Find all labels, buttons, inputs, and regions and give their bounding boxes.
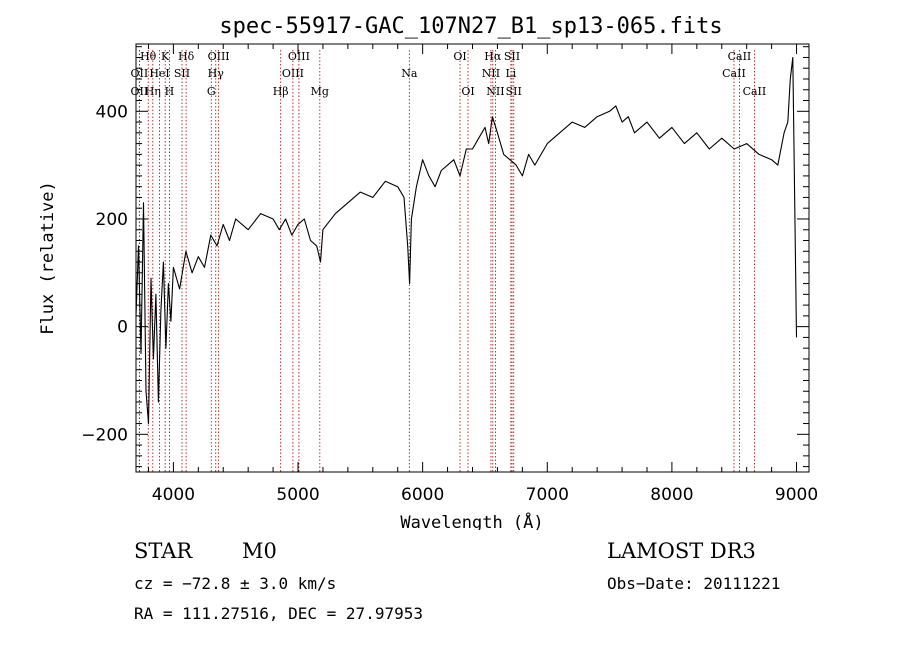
emission-line-label: SII: [504, 50, 520, 63]
emission-line-label: Hη: [145, 85, 161, 98]
coordinates: RA = 111.27516, DEC = 27.97953: [134, 604, 423, 623]
y-tick-label: 0: [117, 318, 128, 338]
y-tick-label: 400: [96, 102, 128, 122]
y-tick-label: −200: [81, 425, 128, 445]
emission-line-label: Hα: [484, 50, 502, 63]
y-axis-label: Flux (relative): [38, 181, 58, 335]
spectrum-series-line: [135, 56, 798, 425]
emission-line-label: Na: [401, 67, 418, 80]
plot-frame: [135, 43, 810, 473]
emission-line-label: OII: [131, 67, 149, 80]
emission-line-labels: Hθ OII OII K HeI Hη Hδ SII H OIII Hγ G OIII OIII Hβ Mg N…: [131, 50, 767, 98]
emission-line-label: OIII: [288, 50, 310, 63]
emission-line-label: Li: [505, 67, 516, 80]
emission-line-label: NII: [482, 67, 500, 80]
emission-line-label: OIII: [208, 50, 230, 63]
emission-line-label: OI: [461, 85, 474, 98]
emission-line-label: CaII: [728, 50, 752, 63]
emission-line-label: SII: [506, 85, 522, 98]
emission-lines-layer: [138, 50, 755, 472]
object-subclass: M0: [242, 539, 277, 563]
emission-line-label: CaII: [722, 67, 746, 80]
emission-line-label: Hδ: [178, 50, 195, 63]
emission-line-label: H: [165, 85, 175, 98]
object-class: STAR: [134, 539, 193, 563]
emission-line-label: NII: [486, 85, 504, 98]
emission-line-label: SII: [174, 67, 190, 80]
emission-line-label: HeI: [149, 67, 169, 80]
emission-line-label: OIII: [282, 67, 304, 80]
emission-line-label: Hθ: [140, 50, 157, 63]
redshift-velocity: cz = −72.8 ± 3.0 km/s: [134, 574, 337, 593]
x-tick-label: 6000: [401, 485, 444, 505]
observation-date: Obs−Date: 20111221: [607, 574, 781, 593]
emission-line-label: OII: [131, 85, 149, 98]
spectrum-chart: spec-55917-GAC_107N27_B1_sp13-065.fits H…: [38, 14, 818, 530]
chart-title: spec-55917-GAC_107N27_B1_sp13-065.fits: [219, 14, 722, 39]
emission-line-label: G: [207, 85, 216, 98]
x-axis-ticks: 4000 5000 6000 7000 8000 9000: [147, 44, 818, 505]
x-tick-label: 8000: [650, 485, 693, 505]
survey-label: LAMOST DR3: [607, 539, 756, 563]
x-axis-label: Wavelength (Å): [400, 511, 543, 530]
emission-line-label: OI: [453, 50, 466, 63]
x-tick-label: 7000: [526, 485, 569, 505]
spectrum-layer: [135, 56, 798, 425]
y-axis-ticks: −200 0 200 400: [81, 46, 809, 468]
emission-line-label: Hγ: [208, 67, 225, 80]
emission-line-label: Mg: [311, 85, 329, 98]
emission-line-label: CaII: [743, 85, 767, 98]
x-tick-label: 4000: [152, 485, 195, 505]
emission-line-label: K: [161, 50, 170, 63]
emission-line-label: Hβ: [273, 85, 289, 98]
x-tick-label: 5000: [276, 485, 319, 505]
y-tick-label: 200: [96, 210, 128, 230]
x-tick-label: 9000: [775, 485, 818, 505]
